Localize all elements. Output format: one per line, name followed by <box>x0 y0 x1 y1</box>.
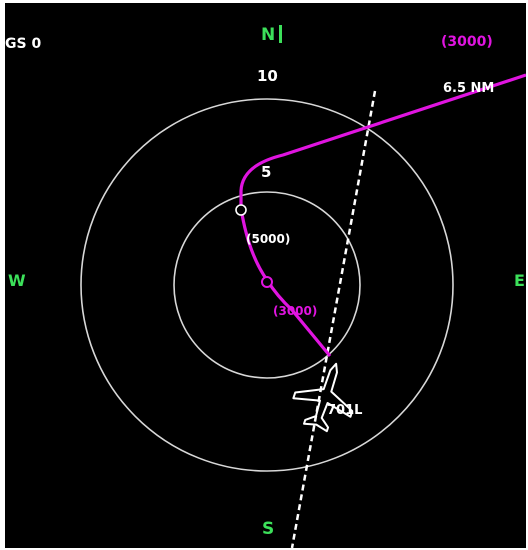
ground-speed-readout: GS 0 <box>5 36 42 52</box>
navigation-display: GS 0 N W E S 10 5 6.5 NM (3000) (5000) (… <box>5 3 526 548</box>
airplane-symbol-icon <box>292 362 354 433</box>
map-canvas <box>80 73 526 548</box>
distance-readout: 6.5 NM <box>443 81 495 96</box>
route-line <box>239 73 526 358</box>
range-ring-outer-label: 10 <box>257 67 278 85</box>
heading-east-label: E <box>514 271 525 290</box>
heading-north-marker: N <box>261 25 283 45</box>
runway-centerline-icon <box>290 90 377 548</box>
heading-south-label: S <box>262 519 275 539</box>
heading-pointer-icon <box>279 25 283 43</box>
altitude-constraint-label: (3000) <box>273 304 318 318</box>
heading-north-label: N <box>261 25 276 45</box>
range-ring-inner-label: 5 <box>261 163 272 181</box>
waypoint-circle-icon[interactable] <box>261 276 273 288</box>
heading-west-label: W <box>8 271 26 290</box>
waypoint-label[interactable]: 701L <box>327 403 363 418</box>
altitude-constraint-top: (3000) <box>441 34 493 50</box>
waypoint-circle-icon[interactable] <box>235 204 247 216</box>
range-ring-inner <box>173 191 361 379</box>
altitude-constraint-label: (5000) <box>246 232 291 246</box>
range-ring-outer <box>80 98 454 472</box>
